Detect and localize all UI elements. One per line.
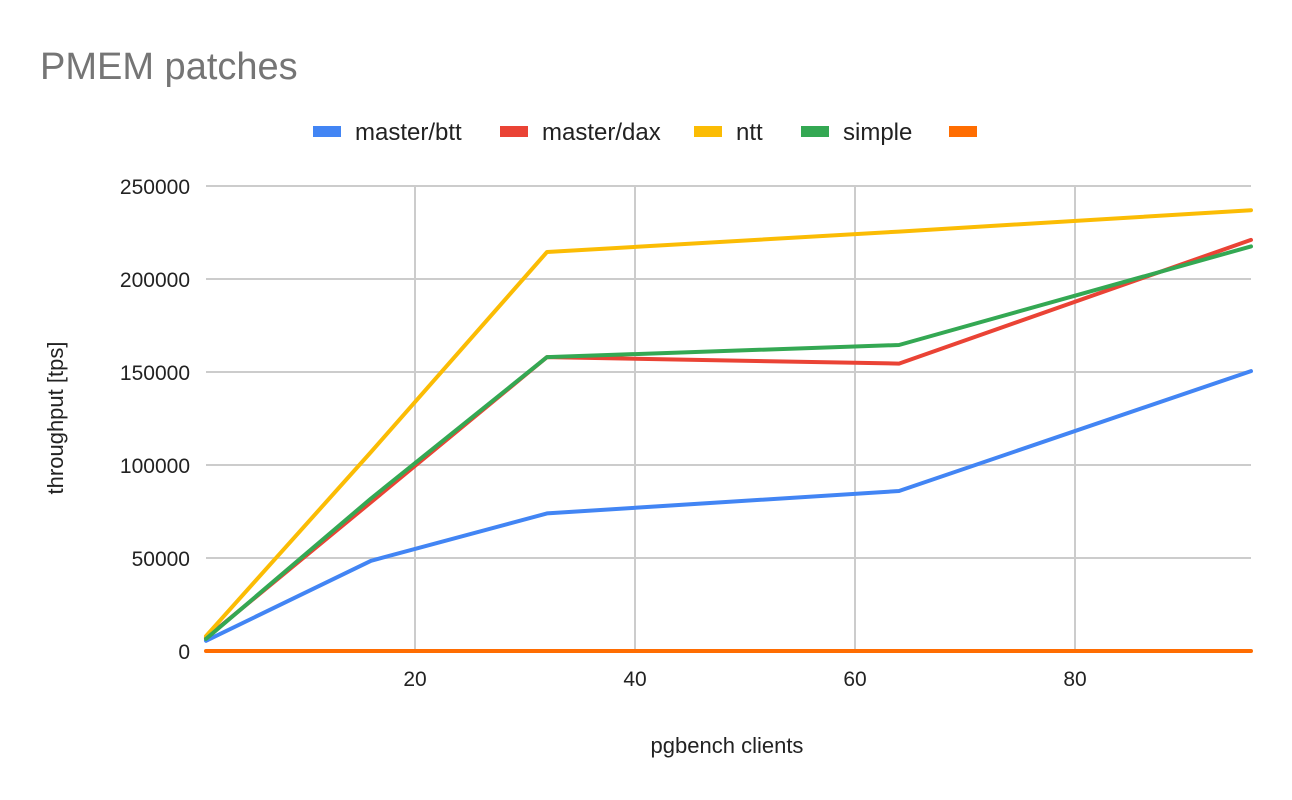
series-line-ntt <box>204 208 1253 639</box>
x-tick-label: 20 <box>403 668 426 691</box>
legend-label: master/btt <box>355 119 462 146</box>
y-tick-label: 100000 <box>120 455 190 478</box>
x-axis-ticks: 20 40 60 80 <box>403 668 1086 691</box>
y-axis-title: throughput [tps] <box>43 342 68 495</box>
y-tick-label: 0 <box>178 641 190 664</box>
grid-lines <box>206 185 1251 651</box>
legend-label: master/dax <box>542 119 661 146</box>
legend-swatch <box>313 126 341 137</box>
legend-label: simple <box>843 119 912 146</box>
x-tick-label: 60 <box>843 668 866 691</box>
y-tick-label: 50000 <box>132 548 190 571</box>
x-tick-label: 80 <box>1063 668 1086 691</box>
legend-swatch <box>500 126 528 137</box>
y-tick-label: 150000 <box>120 362 190 385</box>
x-axis-title: pgbench clients <box>651 733 804 758</box>
legend-swatch <box>949 126 977 137</box>
y-axis-ticks: 0 50000 100000 150000 200000 250000 <box>120 176 190 664</box>
legend-label: ntt <box>736 119 763 146</box>
chart-title: PMEM patches <box>40 46 298 88</box>
x-tick-label: 40 <box>623 668 646 691</box>
series-line-master-dax <box>204 237 1253 640</box>
series-lines <box>204 208 1253 653</box>
legend: master/btt master/dax ntt simple <box>313 119 977 146</box>
series-line-master-btt <box>204 369 1253 643</box>
legend-swatch <box>801 126 829 137</box>
y-tick-label: 250000 <box>120 176 190 199</box>
legend-swatch <box>694 126 722 137</box>
y-tick-label: 200000 <box>120 269 190 292</box>
series-line-simple <box>204 244 1253 641</box>
